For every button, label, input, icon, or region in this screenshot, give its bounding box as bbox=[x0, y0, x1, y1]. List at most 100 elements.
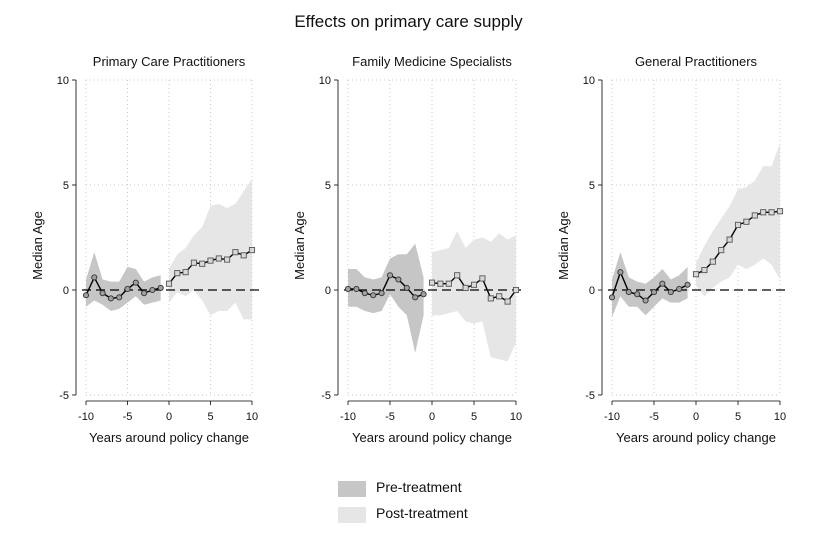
y-tick-label: 10 bbox=[319, 75, 331, 87]
data-point-post bbox=[701, 267, 708, 274]
y-tick-label: 0 bbox=[589, 285, 595, 297]
x-tick-label: 5 bbox=[471, 411, 477, 423]
panel-title: General Practitioners bbox=[635, 54, 758, 69]
ci-band-pre bbox=[86, 252, 161, 311]
data-point-post bbox=[751, 212, 758, 219]
data-point-pre bbox=[420, 291, 427, 298]
x-tick-label: 10 bbox=[510, 411, 522, 423]
panel-title: Primary Care Practitioners bbox=[93, 54, 246, 69]
data-point-post bbox=[428, 279, 436, 286]
panel-1: Primary Care Practitioners -5 0 5 10 -10 -5 0 5 1… bbox=[30, 54, 262, 445]
y-tick-label: 5 bbox=[63, 180, 69, 192]
data-point-pre bbox=[386, 272, 394, 279]
x-axis-title: Years around policy change bbox=[616, 430, 776, 445]
x-tick-label: 0 bbox=[693, 411, 699, 423]
data-point-pre bbox=[395, 276, 402, 283]
x-tick-label: -10 bbox=[78, 411, 94, 423]
data-point-pre bbox=[634, 291, 641, 298]
data-point-post bbox=[709, 258, 716, 265]
x-tick-label: -5 bbox=[649, 411, 659, 423]
data-point-post bbox=[224, 256, 231, 263]
series-line-pre bbox=[85, 275, 161, 300]
ci-band-post bbox=[432, 231, 516, 362]
data-point-pre bbox=[82, 292, 90, 299]
data-point-post bbox=[165, 280, 173, 287]
y-tick-label: 5 bbox=[589, 180, 595, 192]
data-point-pre bbox=[149, 286, 156, 294]
x-tick-label: 10 bbox=[246, 411, 258, 423]
data-point-post bbox=[692, 271, 700, 278]
data-point-pre bbox=[412, 294, 419, 301]
y-tick-label: 10 bbox=[57, 75, 69, 87]
data-point-post bbox=[760, 209, 767, 216]
data-point-post bbox=[190, 259, 197, 266]
series-line-pre bbox=[611, 270, 688, 302]
y-tick-label: 0 bbox=[63, 285, 69, 297]
legend-swatch-pre bbox=[338, 481, 366, 497]
data-point-post bbox=[215, 255, 222, 262]
x-axis-title: Years around policy change bbox=[352, 430, 512, 445]
data-point-pre bbox=[378, 290, 385, 297]
ci-band-pre bbox=[612, 252, 688, 318]
data-point-pre bbox=[684, 281, 691, 288]
data-point-post bbox=[487, 295, 494, 302]
y-tick-label: 5 bbox=[325, 180, 331, 192]
data-point-post bbox=[743, 218, 750, 225]
y-axis-title: Median Age bbox=[556, 211, 571, 280]
data-point-post bbox=[776, 208, 784, 215]
y-tick-label: -5 bbox=[59, 390, 69, 402]
series-line-pre bbox=[348, 274, 424, 299]
data-point-pre bbox=[625, 289, 632, 296]
data-point-pre bbox=[676, 285, 683, 293]
data-point-pre bbox=[659, 280, 666, 287]
x-axis-title: Years around policy change bbox=[89, 430, 249, 445]
data-point-pre bbox=[141, 290, 148, 297]
panel-title: Family Medicine Specialists bbox=[352, 54, 512, 69]
data-point-pre bbox=[667, 289, 674, 296]
data-point-post bbox=[734, 221, 742, 228]
data-point-pre bbox=[116, 294, 123, 301]
data-point-pre bbox=[361, 290, 368, 297]
x-tick-label: -10 bbox=[604, 411, 620, 423]
ci-band-pre bbox=[348, 243, 424, 353]
x-tick-label: 0 bbox=[166, 411, 172, 423]
data-point-post bbox=[454, 272, 461, 279]
data-point-post bbox=[504, 298, 511, 305]
data-point-pre bbox=[124, 285, 131, 293]
ci-band-post bbox=[169, 178, 252, 320]
y-tick-label: -5 bbox=[585, 390, 595, 402]
data-point-pre bbox=[99, 290, 106, 297]
data-point-post bbox=[182, 269, 189, 276]
y-axis-title: Median Age bbox=[30, 211, 45, 280]
y-axis-title: Median Age bbox=[292, 211, 307, 280]
data-point-post bbox=[496, 293, 503, 300]
data-point-pre bbox=[370, 292, 377, 299]
data-point-post bbox=[512, 286, 520, 294]
x-tick-label: 5 bbox=[207, 411, 213, 423]
data-point-pre bbox=[617, 269, 624, 276]
ci-band-post bbox=[696, 143, 780, 297]
x-tick-label: -5 bbox=[123, 411, 133, 423]
data-point-pre bbox=[642, 297, 649, 304]
x-tick-label: 0 bbox=[429, 411, 435, 423]
legend-swatch-post bbox=[338, 507, 366, 523]
legend-label-pre: Pre-treatment bbox=[376, 479, 462, 495]
y-tick-label: -5 bbox=[321, 390, 331, 402]
data-point-pre bbox=[91, 274, 98, 281]
data-point-post bbox=[199, 260, 206, 267]
data-point-pre bbox=[608, 294, 616, 301]
data-point-pre bbox=[157, 284, 164, 291]
data-point-post bbox=[174, 270, 181, 277]
data-point-post bbox=[445, 280, 452, 287]
data-point-post bbox=[437, 280, 444, 287]
data-point-pre bbox=[132, 279, 139, 286]
x-tick-label: -10 bbox=[340, 411, 356, 423]
data-point-post bbox=[726, 236, 733, 243]
data-point-pre bbox=[107, 295, 114, 302]
panel-2: Family Medicine Specialists -5 0 5 10 -10 -5 0 5… bbox=[292, 54, 526, 445]
data-point-post bbox=[462, 284, 469, 291]
data-point-post bbox=[207, 257, 214, 264]
y-tick-label: 0 bbox=[325, 285, 331, 297]
